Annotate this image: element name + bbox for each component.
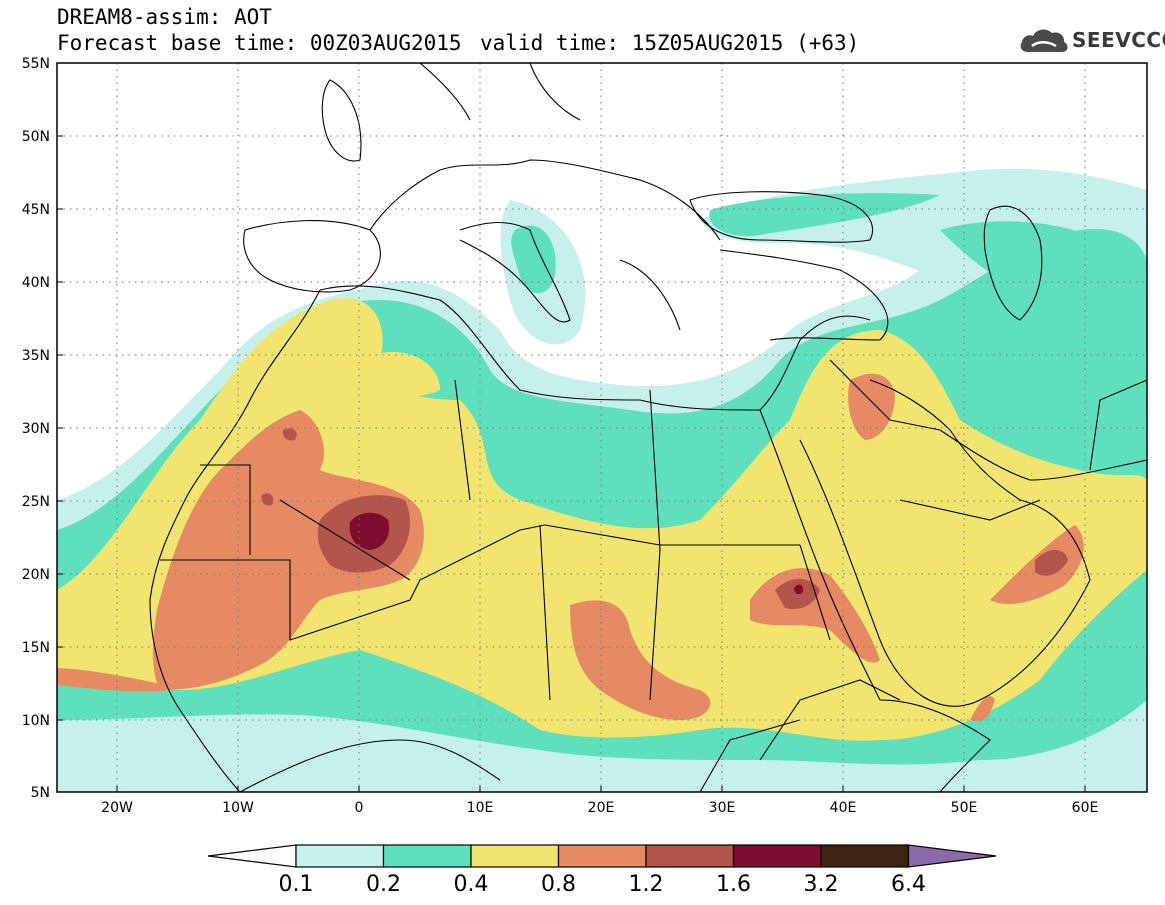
colorbar-swatch	[645, 844, 735, 868]
lon-label: 30E	[709, 800, 736, 816]
colorbar-label: 0.4	[454, 872, 489, 897]
colorbar-under-triangle	[207, 844, 297, 868]
product-title: DREAM8-assim: AOT	[57, 5, 272, 29]
coastlines-and-borders	[149, 63, 1147, 792]
aot-field-1.2-sudan	[775, 578, 820, 610]
colorbar-swatch	[470, 844, 560, 868]
border-sahara	[200, 379, 831, 701]
lon-label: 60E	[1072, 800, 1099, 816]
coastline-iberia	[243, 220, 381, 293]
coastline-caspian	[983, 205, 1043, 321]
coastline-red-sea	[759, 409, 881, 701]
aot-field-1.6-algeria	[349, 512, 390, 550]
aot-field-1.2-wsahara	[261, 493, 274, 506]
lon-label: 50E	[951, 800, 978, 816]
lon-label: 0	[355, 800, 364, 816]
aot-field-1.6-sudan	[794, 584, 804, 595]
coastline-horn-of-africa	[879, 699, 991, 792]
colorbar-swatch	[295, 844, 385, 868]
colorbar-label: 6.4	[891, 872, 926, 897]
lat-label: 20N	[22, 567, 50, 583]
lat-label: 10N	[22, 713, 50, 729]
colorbar-label: 0.8	[541, 872, 576, 897]
aot-field-0.8-westafrica	[152, 410, 424, 690]
aot-field-1.2-morocco	[282, 428, 297, 441]
logo-text: SEEVCCC	[1072, 28, 1165, 52]
lat-label: 45N	[22, 202, 50, 218]
colorbar-label: 1.2	[629, 872, 664, 897]
coastline-black-sea	[689, 191, 874, 243]
aot-field-0.8-sudan	[570, 600, 711, 720]
colorbar-label: 0.2	[366, 872, 401, 897]
cloud-logo-icon	[1020, 29, 1068, 52]
lon-label: 10E	[467, 800, 494, 816]
aot-field-0.2-blacksea	[709, 193, 940, 237]
aot-contour-fields	[57, 168, 1147, 792]
colorbar-swatch	[820, 844, 910, 868]
colorbar-swatch	[382, 844, 472, 868]
colorbar-over-triangle	[907, 844, 997, 868]
coastline-gulf-of-guinea	[239, 739, 501, 792]
coastline-europe	[369, 159, 721, 241]
aot-field-1.2-oman	[1035, 549, 1068, 576]
valid-time: valid time: 15Z05AUG2015 (+63)	[480, 31, 860, 55]
lon-label: 20E	[588, 800, 615, 816]
coastline-arabia	[799, 379, 1091, 707]
lat-label: 5N	[31, 785, 50, 801]
colorbar: 0.1 0.2 0.4 0.8 1.2 1.6 3.2 6.4	[207, 844, 997, 897]
colorbar-label: 3.2	[804, 872, 839, 897]
lon-label: 10W	[222, 800, 254, 816]
aot-field-0.2-caucasus	[940, 221, 1110, 300]
coastline-britain	[321, 79, 362, 162]
border-middle-east	[829, 359, 1147, 521]
colorbar-swatch	[732, 844, 822, 868]
seevccc-logo: SEEVCCC	[1018, 24, 1165, 56]
coastline-persian-gulf	[939, 429, 1147, 481]
coastline-levant	[759, 315, 871, 411]
coastline-scandinavia	[419, 63, 581, 121]
lat-label: 40N	[22, 275, 50, 291]
colorbar-swatch	[557, 844, 647, 868]
aot-field-0.8-westcoast	[57, 668, 180, 692]
border-east-africa	[699, 679, 901, 792]
graticule	[57, 63, 1147, 792]
forecast-base-time: Forecast base time: 00Z03AUG2015	[57, 31, 462, 55]
lat-label: 50N	[22, 129, 50, 145]
coastline-italy	[459, 222, 571, 323]
colorbar-label: 0.1	[279, 872, 314, 897]
lat-label: 25N	[22, 494, 50, 510]
coastline-north-africa	[319, 285, 761, 411]
lon-label: 20W	[101, 800, 133, 816]
aot-field-0.2-adriatic	[511, 225, 556, 294]
coastline-greece-anatolia	[619, 249, 889, 341]
border-sahel	[160, 524, 800, 641]
aot-field-0.8-yemen	[970, 696, 995, 722]
axis-ticks	[57, 62, 1086, 792]
lon-label: 40E	[830, 800, 857, 816]
latitude-labels: 55N 50N 45N 40N 35N 30N 25N 20N 15N 10N …	[22, 56, 50, 801]
coastline-west-africa	[149, 289, 321, 792]
longitude-labels: 20W 10W 0 10E 20E 30E 40E 50E 60E	[101, 800, 1098, 816]
lat-label: 30N	[22, 421, 50, 437]
lat-label: 35N	[22, 348, 50, 364]
aot-field-0.4-algeria	[360, 351, 440, 397]
lat-label: 15N	[22, 640, 50, 656]
colorbar-label: 1.6	[716, 872, 751, 897]
lat-label: 55N	[22, 56, 50, 72]
